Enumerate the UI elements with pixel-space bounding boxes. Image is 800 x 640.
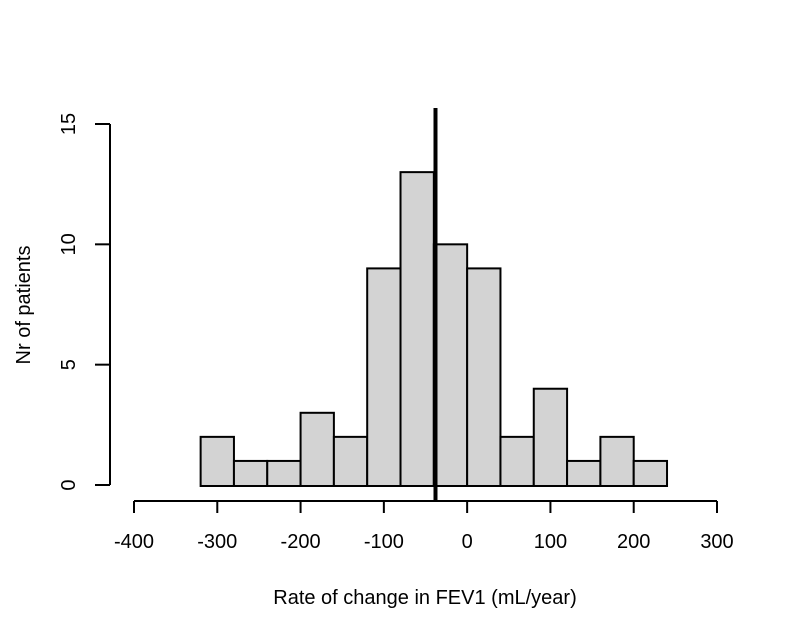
histogram-bar	[566, 459, 602, 487]
histogram-bar	[332, 435, 369, 488]
bars-group	[199, 171, 669, 488]
histogram-bar	[299, 411, 335, 487]
y-tick-label: 5	[58, 359, 80, 370]
axes-group: -400 -300 -200 -100 0 100 200 300 0 5 10 15	[58, 113, 734, 553]
x-tick-label: -100	[364, 531, 404, 553]
x-tick-label: -200	[281, 531, 321, 553]
histogram-bar	[599, 435, 635, 488]
y-tick-label: 10	[58, 233, 80, 255]
histogram-bar	[199, 435, 235, 488]
x-tick-label: -400	[114, 531, 154, 553]
histogram-bar	[432, 243, 469, 487]
histogram-bar	[632, 459, 669, 487]
x-tick-label: 100	[534, 531, 567, 553]
x-tick-label: 300	[700, 531, 733, 553]
histogram-bar	[466, 267, 502, 487]
histogram-bar	[399, 171, 435, 487]
histogram-bar	[266, 459, 302, 487]
histogram-bar	[532, 387, 569, 488]
x-tick-label: 0	[462, 531, 473, 553]
y-tick-label: 15	[58, 113, 80, 135]
x-tick-label: -300	[197, 531, 237, 553]
histogram-bar	[232, 459, 269, 487]
histogram-bar	[366, 267, 402, 487]
x-tick-label: 200	[617, 531, 650, 553]
x-axis-title: Rate of change in FEV1 (mL/year)	[273, 587, 576, 609]
y-tick-label: 0	[58, 479, 80, 490]
histogram-bar	[499, 435, 535, 488]
y-axis-title: Nr of patients	[13, 246, 35, 365]
